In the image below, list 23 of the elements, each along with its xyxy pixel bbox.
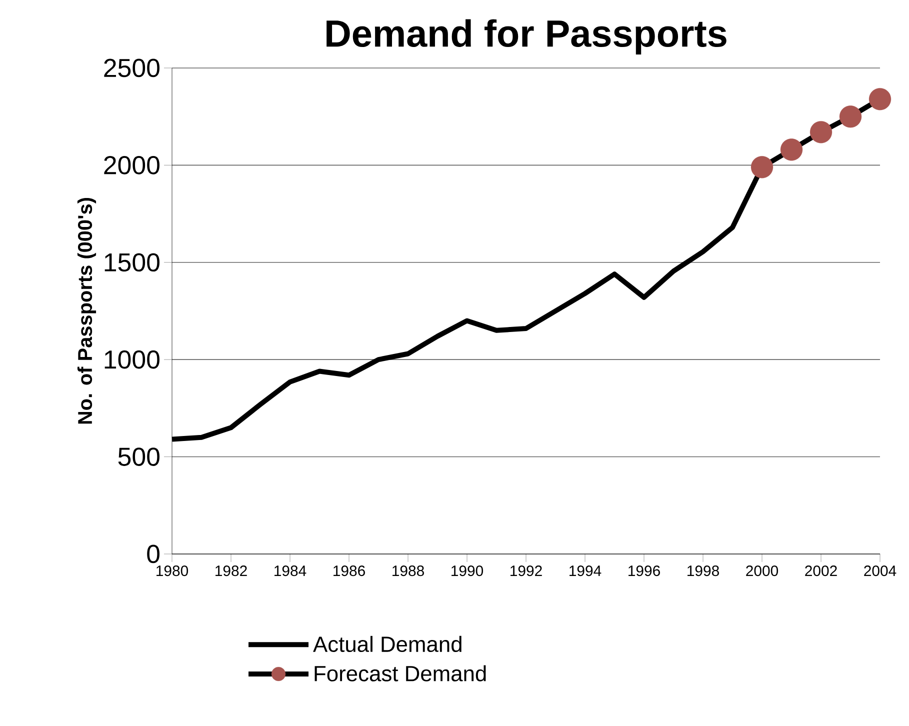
chart-title: Demand for Passports bbox=[326, 19, 726, 54]
x-tick-label: 1984 bbox=[274, 566, 306, 576]
x-tick-label: 1986 bbox=[334, 566, 365, 576]
y-tick-label: 500 bbox=[118, 448, 160, 466]
y-axis-title: No. of Passports (000's) bbox=[77, 198, 96, 424]
x-tick-label: 1988 bbox=[392, 566, 424, 576]
y-tick-label: 2500 bbox=[104, 58, 160, 78]
y-tick-label: 2000 bbox=[104, 156, 160, 174]
y-tick-label: 0 bbox=[147, 544, 160, 564]
x-tick-label: 2004 bbox=[864, 566, 896, 576]
x-tick-label: 1982 bbox=[216, 566, 247, 576]
legend-label: Actual Demand bbox=[313, 636, 462, 652]
x-tick-label: 2000 bbox=[746, 566, 778, 576]
y-tick-label: 1500 bbox=[104, 253, 160, 272]
x-tick-label: 1996 bbox=[628, 566, 660, 576]
y-tick-label: 1000 bbox=[104, 350, 160, 369]
x-tick-label: 1998 bbox=[688, 566, 719, 576]
x-tick-label: 2002 bbox=[805, 566, 837, 576]
legend-label: Forecast Demand bbox=[314, 665, 486, 682]
x-tick-label: 1990 bbox=[452, 566, 484, 576]
x-tick-label: 1992 bbox=[510, 566, 542, 576]
x-tick-label: 1980 bbox=[156, 566, 188, 576]
x-tick-label: 1994 bbox=[570, 566, 602, 576]
